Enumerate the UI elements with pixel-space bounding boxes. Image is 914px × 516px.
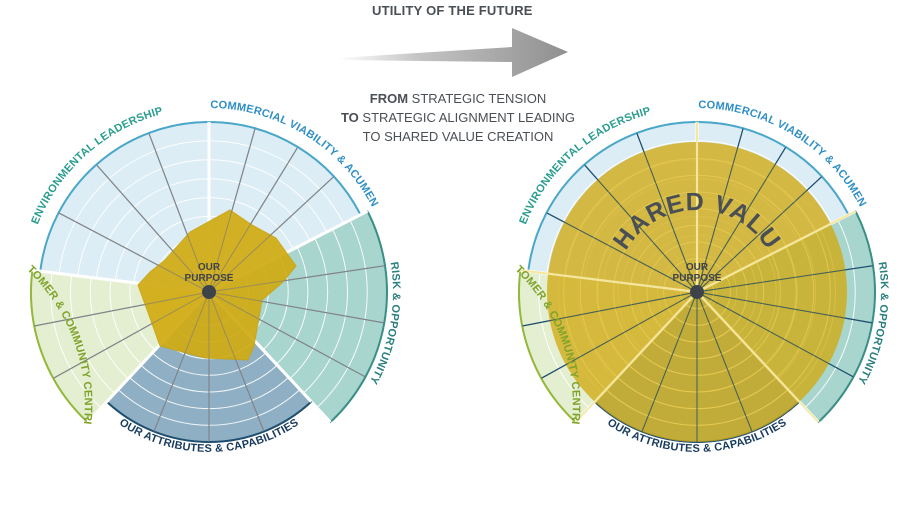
- spoke-line: [522, 291, 698, 327]
- spoke-line: [58, 212, 210, 293]
- tagline-line-3: TO SHARED VALUE CREATION: [362, 129, 554, 144]
- purpose-hub: [690, 285, 704, 299]
- spoke-line: [696, 146, 787, 293]
- ring-line: [538, 272, 590, 409]
- spoke-line: [520, 269, 698, 293]
- rim-line: [698, 121, 849, 214]
- spoke-line: [153, 291, 210, 432]
- spoke-line: [641, 291, 698, 432]
- ring-line: [129, 282, 156, 351]
- spoke-line: [148, 132, 210, 293]
- rim-line: [30, 272, 87, 422]
- tagline-from-text: STRATEGIC TENSION: [408, 91, 547, 106]
- spoke-line: [208, 146, 299, 293]
- spoke-line: [34, 291, 210, 327]
- spoke-line: [696, 291, 873, 324]
- spoke-line: [696, 128, 744, 293]
- spoke-line: [96, 164, 210, 293]
- diagram-title: UTILITY OF THE FUTURE: [372, 3, 533, 18]
- transition-arrow: [338, 28, 568, 77]
- ring-line: [70, 275, 115, 394]
- center-label: OUR PURPOSE: [185, 262, 234, 284]
- spoke-line: [208, 265, 386, 293]
- spoke-line: [584, 164, 698, 293]
- spoke-line: [696, 291, 753, 432]
- spoke-line: [208, 176, 335, 293]
- spoke-line: [696, 176, 823, 293]
- tagline-line-2: TO STRATEGIC ALIGNMENT LEADING: [338, 108, 578, 127]
- spoke-line: [546, 212, 698, 293]
- spoke-line: [208, 128, 256, 293]
- rim-line: [518, 272, 575, 422]
- spoke-line: [208, 291, 385, 324]
- center-label: OUR PURPOSE: [673, 262, 722, 284]
- spoke-line: [636, 132, 698, 293]
- spoke-line: [208, 291, 366, 378]
- spoke-line: [574, 291, 698, 423]
- purpose-hub: [202, 285, 216, 299]
- tagline-line-1: FROM STRATEGIC TENSION: [338, 89, 578, 108]
- spoke-line: [696, 291, 854, 378]
- spoke-line: [208, 291, 265, 432]
- spoke-line: [696, 291, 801, 403]
- spoke-line: [541, 291, 698, 379]
- tagline-from: FROM: [369, 91, 409, 106]
- rim-line: [210, 121, 361, 214]
- spoke-line: [53, 291, 210, 379]
- tagline-to: TO: [340, 110, 359, 125]
- spoke-line: [696, 210, 857, 293]
- spoke-line: [696, 265, 874, 293]
- tagline-to-text: STRATEGIC ALIGNMENT LEADING: [358, 110, 576, 125]
- ring-line: [109, 279, 142, 365]
- ring-line: [50, 272, 102, 409]
- tagline: FROM STRATEGIC TENSION TO STRATEGIC ALIG…: [338, 89, 578, 146]
- ring-line: [89, 277, 129, 380]
